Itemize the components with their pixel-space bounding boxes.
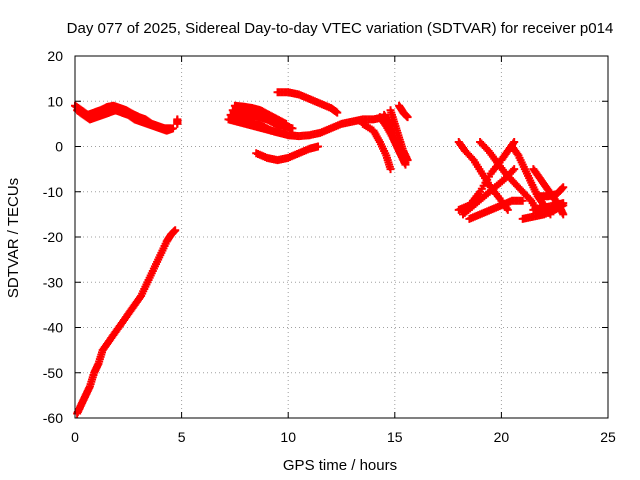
y-tick-label: -60	[43, 410, 63, 426]
y-tick-labels: -60 -50 -40 -30 -20 -10 0 10 20	[43, 48, 63, 426]
data-point	[401, 158, 410, 167]
data-point	[503, 205, 512, 214]
data-point	[510, 165, 519, 174]
data-series-6	[228, 106, 297, 133]
y-tick-label: -20	[43, 229, 63, 245]
data-series-8	[252, 142, 323, 165]
data-point	[386, 165, 395, 174]
data-point	[288, 124, 297, 133]
data-point	[510, 137, 519, 146]
data-series-14	[380, 110, 410, 167]
data-series-7	[224, 115, 284, 137]
data-point	[173, 115, 182, 124]
data-point	[559, 183, 568, 192]
data-point	[403, 113, 412, 122]
data-series-21	[465, 196, 527, 223]
y-tick-label: -40	[43, 320, 63, 336]
data-point	[169, 124, 178, 133]
data-series-3	[73, 226, 180, 418]
x-tick-label: 5	[178, 429, 186, 445]
data-point	[314, 142, 323, 151]
y-tick-label: -50	[43, 365, 63, 381]
data-series-2	[173, 115, 182, 128]
data-series-24	[535, 183, 568, 201]
data-point	[509, 139, 518, 148]
data-point	[558, 184, 567, 193]
x-tick-label: 10	[280, 429, 296, 445]
data-point	[559, 201, 568, 210]
data-series-13	[395, 101, 412, 122]
x-tick-labels: 0 5 10 15 20 25	[71, 429, 616, 445]
data-points	[71, 88, 568, 418]
y-axis-title: SDTVAR / TECUs	[5, 178, 22, 298]
y-tick-label: -30	[43, 274, 63, 290]
data-series-22	[529, 199, 568, 214]
y-tick-label: 10	[47, 93, 63, 109]
data-series-1	[73, 106, 178, 135]
data-series-23	[518, 201, 568, 223]
y-tick-label: -10	[43, 184, 63, 200]
data-point	[275, 128, 284, 137]
y-tick-label: 0	[55, 139, 63, 155]
data-series-9	[273, 88, 342, 117]
x-tick-label: 0	[71, 429, 79, 445]
chart-title: Day 077 of 2025, Sidereal Day-to-day VTE…	[67, 20, 614, 37]
x-tick-label: 25	[600, 429, 616, 445]
plot-frame	[74, 55, 609, 419]
data-point	[559, 210, 568, 219]
data-point	[508, 166, 517, 175]
data-point	[171, 226, 180, 235]
x-tick-label: 20	[494, 429, 510, 445]
data-point	[518, 196, 527, 205]
data-series-20	[459, 165, 519, 219]
y-tick-label: 20	[47, 48, 63, 64]
data-series-10	[358, 119, 395, 174]
data-series-18	[529, 165, 568, 219]
axis-ticks	[74, 55, 609, 419]
x-tick-label: 15	[387, 429, 403, 445]
x-axis-title: GPS time / hours	[283, 457, 397, 474]
grid-lines	[75, 56, 608, 418]
data-point	[333, 108, 342, 117]
